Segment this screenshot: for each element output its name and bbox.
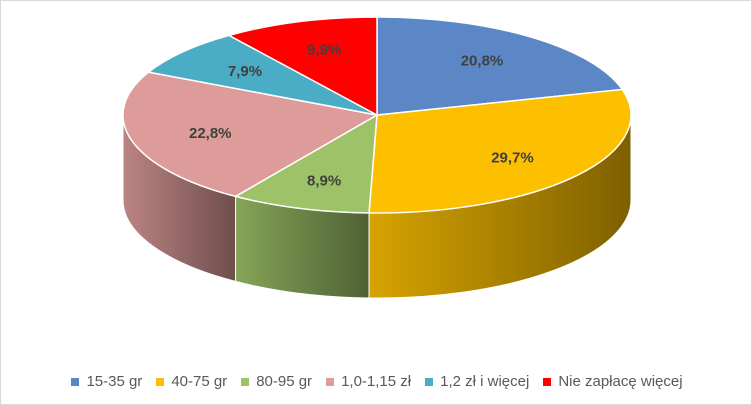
pie-slice-nie-zaplace: [228, 16, 378, 116]
data-label-80-95: 8,9%: [307, 172, 341, 189]
pie-slice-80-95: [234, 114, 378, 214]
legend-label-1-2-plus: 1,2 zł i więcej: [440, 373, 530, 390]
legend-item-15-35: 15-35 gr: [71, 373, 142, 390]
data-label-40-75: 29,7%: [491, 150, 534, 167]
legend-swatch-80-95: [241, 377, 250, 386]
data-label-1-0-1-15: 22,8%: [189, 125, 232, 142]
legend-swatch-nie-zaplace: [543, 377, 552, 386]
legend-label-nie-zaplace: Nie zapłacę więcej: [558, 373, 683, 390]
legend-item-40-75: 40-75 gr: [156, 373, 227, 390]
legend-item-1-0-1-15: 1,0-1,15 zł: [326, 373, 411, 390]
legend-label-40-75: 40-75 gr: [171, 373, 228, 390]
pie-slice-40-75: [368, 88, 632, 214]
legend-label-15-35: 15-35 gr: [86, 373, 143, 390]
pie-slice-15-35: [376, 16, 623, 116]
legend-swatch-1-0-1-15: [326, 377, 335, 386]
legend: 15-35 gr 40-75 gr 80-95 gr 1,0-1,15 zł 1…: [1, 373, 752, 390]
data-label-15-35: 20,8%: [461, 53, 504, 70]
legend-item-1-2-plus: 1,2 zł i więcej: [425, 373, 529, 390]
data-label-1-2-plus: 7,9%: [228, 63, 262, 80]
legend-item-80-95: 80-95 gr: [241, 373, 312, 390]
data-label-nie-zaplace: 9,9%: [307, 42, 341, 59]
legend-item-nie-zaplace: Nie zapłacę więcej: [543, 373, 683, 390]
pie-chart: 20,8% 29,7% 8,9% 22,8% 7,9% 9,9%: [122, 16, 632, 299]
legend-label-80-95: 80-95 gr: [256, 373, 313, 390]
legend-label-1-0-1-15: 1,0-1,15 zł: [341, 373, 412, 390]
pie-slice-1-2-plus: [147, 34, 378, 116]
legend-swatch-40-75: [156, 377, 165, 386]
legend-swatch-15-35: [71, 377, 80, 386]
legend-swatch-1-2-plus: [425, 377, 434, 386]
